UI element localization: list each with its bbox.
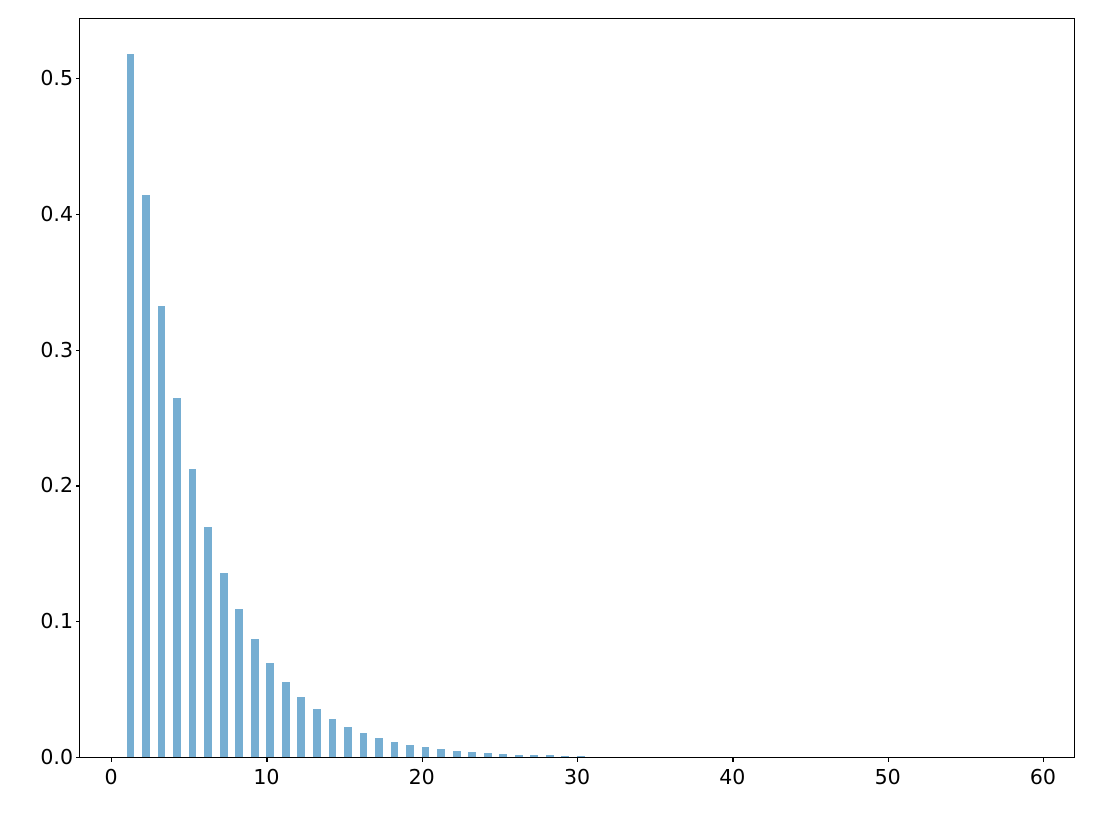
bar xyxy=(421,747,430,757)
bar xyxy=(266,663,275,757)
x-tick-mark xyxy=(577,757,579,762)
y-tick-mark xyxy=(75,349,80,351)
bar xyxy=(545,755,554,757)
bar xyxy=(577,756,585,757)
x-tick-label: 30 xyxy=(563,765,591,789)
x-tick-mark xyxy=(887,757,889,762)
y-tick-label: 0.4 xyxy=(40,201,73,226)
x-tick-mark xyxy=(266,757,268,762)
x-tick-mark xyxy=(1042,757,1045,762)
bar xyxy=(126,54,135,757)
x-tick-mark xyxy=(111,757,113,762)
bar xyxy=(235,609,244,757)
bar xyxy=(359,732,368,757)
bar xyxy=(452,750,461,757)
bar xyxy=(344,726,352,757)
bar xyxy=(173,398,181,757)
y-tick-label: 0.2 xyxy=(40,473,73,498)
bar xyxy=(499,753,508,757)
bar xyxy=(297,697,306,757)
bar xyxy=(530,754,539,757)
bar xyxy=(390,741,399,757)
x-tick-label: 20 xyxy=(408,765,435,789)
y-tick-mark xyxy=(75,485,80,487)
x-tick-label: 10 xyxy=(253,765,280,789)
x-tick-mark xyxy=(421,757,423,762)
x-tick-mark xyxy=(732,757,734,762)
bar xyxy=(328,719,337,757)
x-tick-label: 0 xyxy=(104,765,118,789)
plot-axes: 0.0 0.1 0.2 0.3 0.4 0.5 0 10 20 30 40 50 60 xyxy=(40,18,1075,787)
bar xyxy=(219,573,228,757)
x-tick-label: 40 xyxy=(719,765,746,789)
bar xyxy=(204,526,213,757)
bar xyxy=(483,753,492,757)
bar xyxy=(375,737,383,757)
bar xyxy=(312,709,321,757)
bar xyxy=(250,639,259,757)
bar xyxy=(157,305,166,757)
bar xyxy=(468,752,477,757)
x-tick-label: 50 xyxy=(874,765,901,789)
bar xyxy=(437,749,445,757)
bar xyxy=(406,744,414,757)
y-tick-mark xyxy=(75,213,80,216)
y-tick-mark xyxy=(75,621,80,623)
bar xyxy=(188,469,197,757)
y-tick-label: 0.3 xyxy=(40,337,73,362)
bar xyxy=(561,755,570,757)
bar xyxy=(514,754,523,757)
y-tick-label: 0.0 xyxy=(40,744,73,769)
y-tick-mark xyxy=(75,757,80,759)
x-tick-label: 60 xyxy=(1029,765,1056,789)
bar xyxy=(281,682,290,757)
y-tick-mark xyxy=(75,78,80,80)
bar xyxy=(142,195,150,757)
plot-area xyxy=(80,19,1074,757)
y-tick-label: 0.1 xyxy=(40,608,73,633)
y-tick-label: 0.5 xyxy=(40,65,73,90)
